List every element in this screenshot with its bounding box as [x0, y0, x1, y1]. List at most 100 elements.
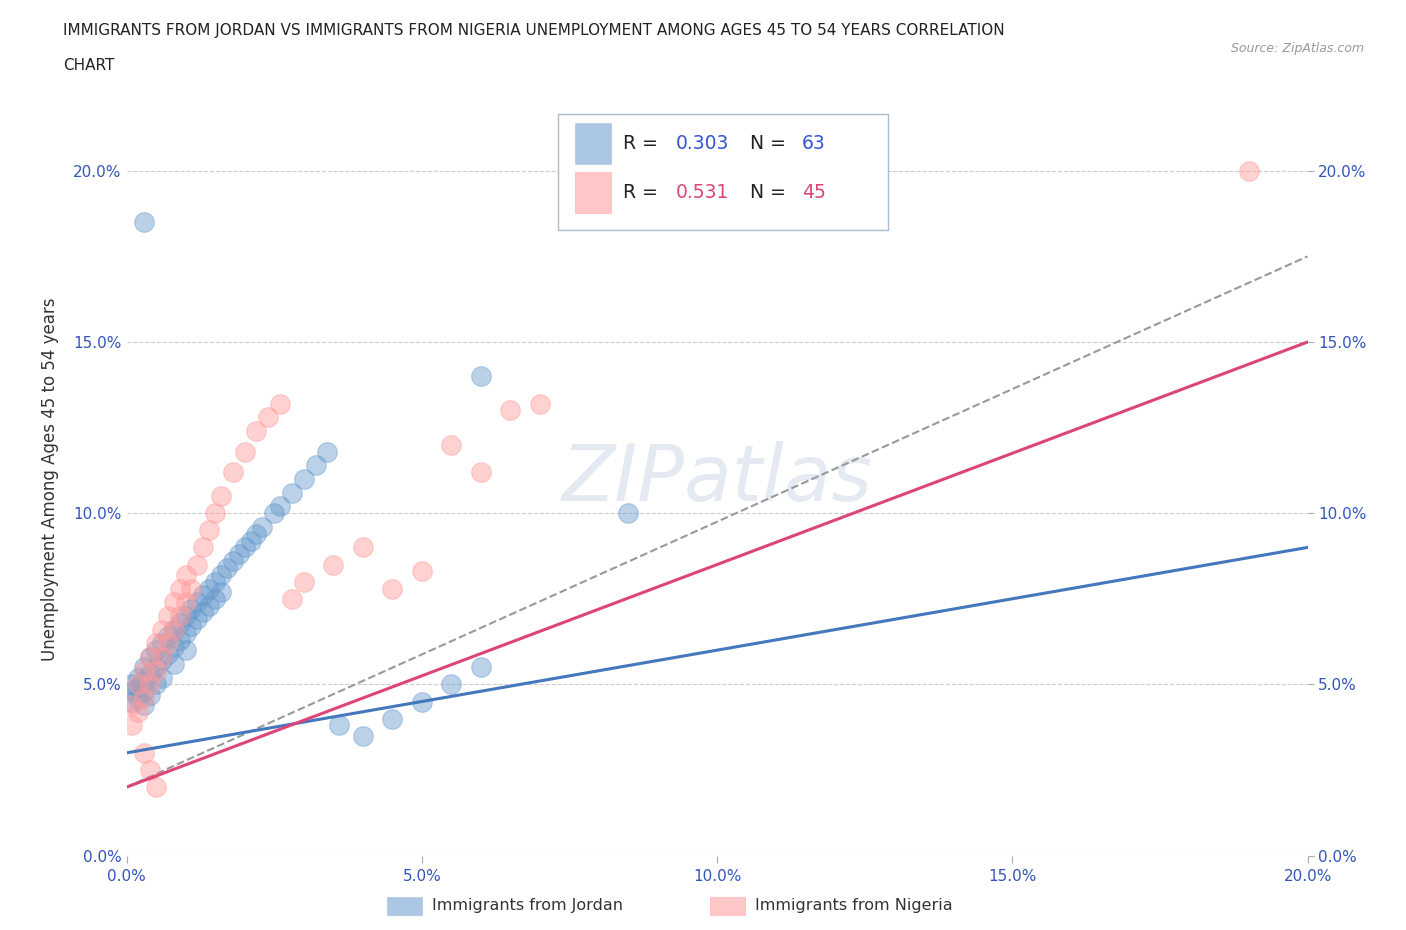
Point [222, 465, 245, 480]
Point [470, 369, 492, 384]
Point [134, 673, 156, 688]
Point [617, 506, 640, 521]
Point [304, 458, 326, 472]
Point [127, 704, 149, 719]
FancyBboxPatch shape [575, 172, 610, 213]
FancyBboxPatch shape [558, 113, 889, 231]
Point [198, 523, 221, 538]
Point [381, 711, 404, 726]
Point [470, 660, 492, 675]
Point [245, 423, 267, 438]
Point [145, 779, 167, 794]
Text: N =: N = [751, 183, 792, 202]
Point [198, 581, 221, 596]
Point [209, 488, 232, 503]
Point [169, 632, 191, 647]
Point [145, 660, 167, 675]
Point [127, 671, 149, 685]
Point [174, 626, 197, 641]
Text: ZIPatlas: ZIPatlas [561, 441, 873, 517]
Point [139, 687, 162, 702]
Point [180, 602, 202, 617]
Point [204, 506, 226, 521]
Point [145, 643, 167, 658]
Point [134, 215, 156, 230]
Point [156, 636, 179, 651]
Text: Source: ZipAtlas.com: Source: ZipAtlas.com [1230, 42, 1364, 55]
Point [134, 684, 156, 698]
Point [134, 663, 156, 678]
Point [257, 410, 280, 425]
Point [121, 698, 143, 712]
Point [186, 595, 208, 610]
Point [352, 728, 374, 743]
Point [121, 718, 143, 733]
Point [193, 540, 215, 555]
Point [163, 622, 186, 637]
Point [174, 608, 197, 623]
Point [139, 649, 162, 664]
Point [233, 445, 256, 459]
Point [193, 605, 215, 620]
Point [121, 677, 143, 692]
Point [139, 763, 162, 777]
Point [322, 557, 344, 572]
Point [186, 557, 208, 572]
Point [163, 657, 186, 671]
Point [127, 691, 149, 706]
Point [281, 485, 304, 500]
Point [180, 581, 202, 596]
Text: CHART: CHART [63, 58, 115, 73]
Point [411, 694, 433, 709]
Point [150, 653, 173, 668]
Point [156, 608, 179, 623]
Text: IMMIGRANTS FROM JORDAN VS IMMIGRANTS FROM NIGERIA UNEMPLOYMENT AMONG AGES 45 TO : IMMIGRANTS FROM JORDAN VS IMMIGRANTS FRO… [63, 23, 1005, 38]
Point [134, 660, 156, 675]
Point [121, 694, 143, 709]
Text: R =: R = [623, 134, 664, 153]
Point [1237, 164, 1260, 179]
Point [292, 472, 315, 486]
Point [239, 533, 262, 548]
Point [134, 746, 156, 761]
Text: 0.303: 0.303 [676, 134, 730, 153]
Point [269, 498, 291, 513]
Text: 45: 45 [801, 183, 825, 202]
Point [150, 622, 173, 637]
Text: 0.531: 0.531 [676, 183, 730, 202]
Point [150, 671, 173, 685]
Point [228, 547, 250, 562]
Point [156, 646, 179, 661]
Text: Immigrants from Jordan: Immigrants from Jordan [432, 898, 623, 913]
FancyBboxPatch shape [575, 123, 610, 165]
Text: N =: N = [751, 134, 792, 153]
Text: Immigrants from Nigeria: Immigrants from Nigeria [755, 898, 953, 913]
Point [121, 684, 143, 698]
Point [134, 698, 156, 712]
Point [281, 591, 304, 606]
Y-axis label: Unemployment Among Ages 45 to 54 years: Unemployment Among Ages 45 to 54 years [41, 298, 59, 660]
Point [352, 540, 374, 555]
Point [269, 396, 291, 411]
Point [263, 506, 285, 521]
Point [174, 567, 197, 582]
Point [328, 718, 350, 733]
Point [470, 465, 492, 480]
Point [145, 677, 167, 692]
Point [145, 663, 167, 678]
Point [316, 445, 339, 459]
Point [233, 540, 256, 555]
Point [198, 598, 221, 613]
Point [292, 574, 315, 589]
Point [180, 618, 202, 633]
Point [169, 608, 191, 623]
Point [186, 612, 208, 627]
Point [150, 636, 173, 651]
Point [245, 526, 267, 541]
Point [139, 667, 162, 682]
Point [134, 691, 156, 706]
Point [169, 581, 191, 596]
Point [411, 564, 433, 578]
Point [215, 561, 238, 576]
Point [145, 636, 167, 651]
